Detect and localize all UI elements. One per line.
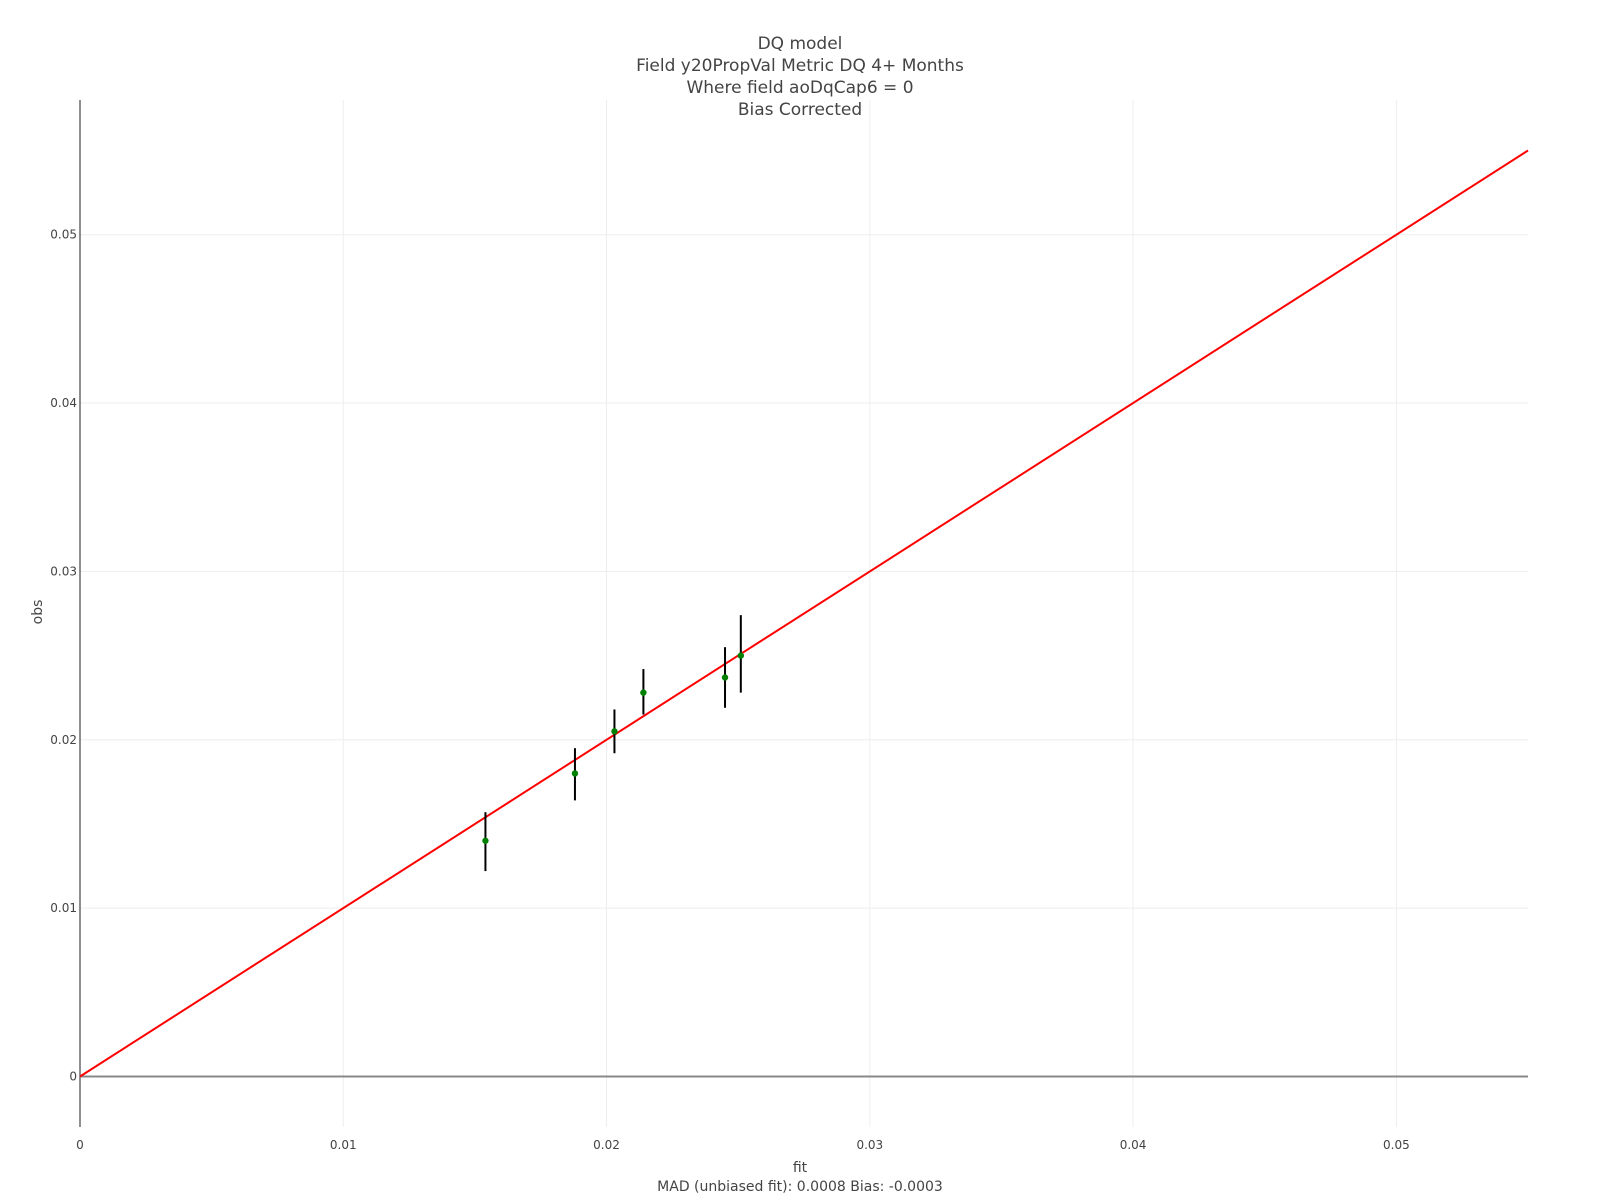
data-point-0 — [482, 837, 489, 844]
x-tick-label-0: 0 — [76, 1138, 84, 1152]
x-tick-label-5: 0.05 — [1383, 1138, 1410, 1152]
reference-line — [79, 149, 1529, 1078]
y-tick-labels: 0 0.01 0.02 0.03 0.04 0.05 — [50, 228, 77, 1084]
data-point-1 — [571, 770, 579, 777]
x-tick-label-3: 0.03 — [856, 1138, 883, 1152]
chart-title-line-2: Field y20PropVal Metric DQ 4+ Months — [636, 56, 964, 76]
data-point-3 — [640, 689, 647, 696]
x-tick-labels: 0 0.01 0.02 0.03 0.04 0.05 — [76, 1138, 1410, 1152]
chart-title-line-1: DQ model — [758, 34, 843, 54]
data-point-4 — [721, 674, 729, 681]
data-point-2 — [611, 728, 618, 735]
data-point-5 — [737, 652, 745, 659]
x-tick-label-2: 0.02 — [593, 1138, 620, 1152]
axes — [79, 100, 1528, 1127]
y-tick-label-4: 0.04 — [50, 396, 77, 410]
chart-title: DQ model Field y20PropVal Metric DQ 4+ M… — [636, 34, 964, 120]
x-tick-label-1: 0.01 — [330, 1138, 357, 1152]
y-tick-label-2: 0.02 — [50, 733, 77, 747]
y-tick-label-3: 0.03 — [50, 564, 77, 578]
error-bars — [484, 615, 742, 872]
x-axis-label: fit — [793, 1160, 808, 1176]
chart-title-line-3: Where field aoDqCap6 = 0 — [686, 78, 913, 98]
x-tick-label-4: 0.04 — [1120, 1138, 1147, 1152]
y-tick-label-0: 0 — [69, 1069, 77, 1083]
y-axis-label: obs — [30, 600, 46, 625]
y-tick-label-1: 0.01 — [50, 901, 77, 915]
grid-lines — [80, 100, 1528, 1127]
mad-bias-footer: MAD (unbiased fit): 0.0008 Bias: -0.0003 — [657, 1179, 943, 1195]
chart-title-line-4: Bias Corrected — [738, 100, 862, 120]
y-tick-label-5: 0.05 — [50, 228, 77, 242]
data-points — [482, 652, 745, 844]
reference-line-group — [79, 149, 1529, 1078]
